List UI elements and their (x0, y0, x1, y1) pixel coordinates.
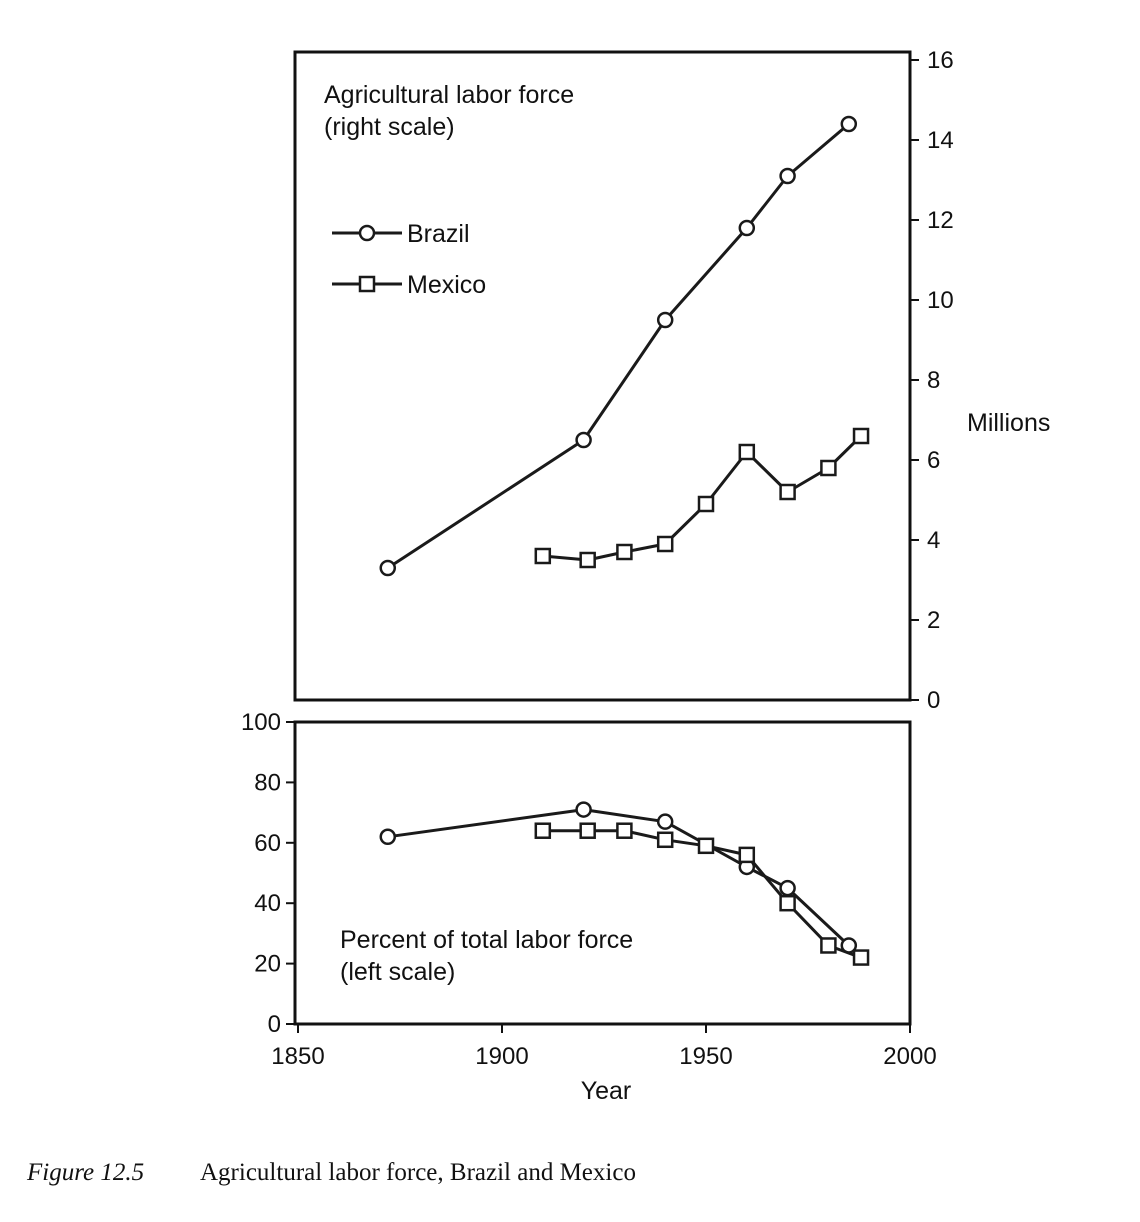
bottom-y-tick-label-3: 60 (254, 830, 281, 857)
bottom-brazil-point-0 (379, 828, 397, 846)
legend: Brazil Mexico (332, 220, 486, 299)
top-y-tick-label-1: 2 (927, 607, 940, 634)
top-annotation-line-1: Agricultural labor force (324, 81, 574, 109)
bottom-mexico-point-8 (852, 949, 870, 966)
bottom-mexico-point-0 (534, 822, 552, 839)
bottom-mexico-point-2 (616, 822, 633, 839)
legend-brazil-marker (358, 224, 376, 242)
x-tick-label-1: 1900 (475, 1043, 528, 1070)
top-y-tick-label-8: 16 (927, 47, 954, 74)
bottom-y-tick-label-2: 40 (254, 890, 281, 917)
legend-brazil-label: Brazil (407, 220, 470, 248)
bottom-y-tick-label-5: 100 (241, 709, 281, 736)
top-y-tick-label-3: 6 (927, 447, 940, 474)
top-brazil-point-3 (738, 219, 756, 237)
bottom-brazil-point-1 (575, 801, 592, 818)
top-brazil-point-5 (840, 115, 858, 133)
x-tick-label-2: 1950 (679, 1043, 732, 1070)
bottom-left-axis: 0 20 40 60 80 100 (241, 709, 295, 1038)
bottom-series-layer (379, 801, 870, 966)
bottom-annotation-line-2: (left scale) (340, 958, 455, 986)
top-plot-frame (293, 50, 912, 702)
figure-caption: Figure 12.5 Agricultural labor force, Br… (26, 1159, 636, 1186)
bottom-annotation-line-1: Percent of total labor force (340, 926, 633, 954)
bottom-panel: 0 20 40 60 80 100 1850 1900 1950 2000 Percent of… (241, 709, 937, 1105)
bottom-mexico-point-4 (697, 837, 715, 855)
top-mexico-point-6 (779, 483, 796, 501)
x-axis-label-year: Year (581, 1077, 632, 1105)
top-brazil-line (386, 122, 850, 570)
top-y-tick-label-4: 8 (927, 367, 940, 394)
top-mexico-point-4 (697, 495, 715, 513)
bottom-mexico-point-1 (579, 822, 596, 839)
y-axis-label-millions: Millions (967, 409, 1050, 437)
x-axis: 1850 1900 1950 2000 (271, 1024, 937, 1070)
top-mexico-point-2 (616, 543, 633, 561)
top-series-layer (379, 115, 870, 577)
top-mexico-point-8 (852, 427, 870, 445)
top-brazil-point-1 (575, 431, 592, 449)
bottom-y-tick-label-1: 20 (254, 951, 281, 978)
top-y-tick-label-0: 0 (927, 687, 940, 714)
top-annotation-line-2: (right scale) (324, 113, 455, 141)
legend-mexico-label: Mexico (407, 271, 486, 299)
top-mexico-point-1 (579, 551, 596, 569)
top-mexico-point-3 (656, 535, 674, 553)
bottom-brazil-point-2 (656, 813, 674, 830)
top-y-tick-label-2: 4 (927, 527, 940, 554)
top-brazil-point-0 (379, 559, 397, 577)
x-tick-label-3: 2000 (883, 1043, 936, 1070)
bottom-plot-frame (293, 720, 912, 1026)
bottom-y-tick-label-0: 0 (268, 1011, 281, 1038)
caption-label: Figure 12.5 (26, 1159, 144, 1186)
bottom-y-tick-label-4: 80 (254, 769, 281, 796)
caption-text: Agricultural labor force, Brazil and Mex… (200, 1159, 636, 1186)
bottom-mexico-point-7 (820, 937, 837, 954)
legend-mexico-marker (358, 275, 376, 293)
top-right-axis: 0 2 4 6 8 10 12 14 16 (910, 47, 954, 714)
bottom-mexico-point-3 (656, 831, 674, 849)
top-mexico-point-5 (738, 443, 756, 461)
top-y-tick-label-5: 10 (927, 287, 954, 314)
top-y-tick-label-7: 14 (927, 127, 954, 154)
top-brazil-point-4 (779, 167, 796, 185)
x-tick-label-0: 1850 (271, 1043, 324, 1070)
top-mexico-point-7 (820, 459, 837, 477)
top-panel: 0 2 4 6 8 10 12 14 16 Agricultural labor force (… (293, 47, 1050, 714)
bottom-mexico-point-5 (738, 846, 756, 864)
top-mexico-point-0 (534, 547, 552, 565)
top-brazil-point-2 (656, 311, 674, 329)
top-y-tick-label-6: 12 (927, 207, 954, 234)
bottom-mexico-point-6 (779, 894, 796, 912)
bottom-brazil-point-4 (779, 879, 796, 897)
